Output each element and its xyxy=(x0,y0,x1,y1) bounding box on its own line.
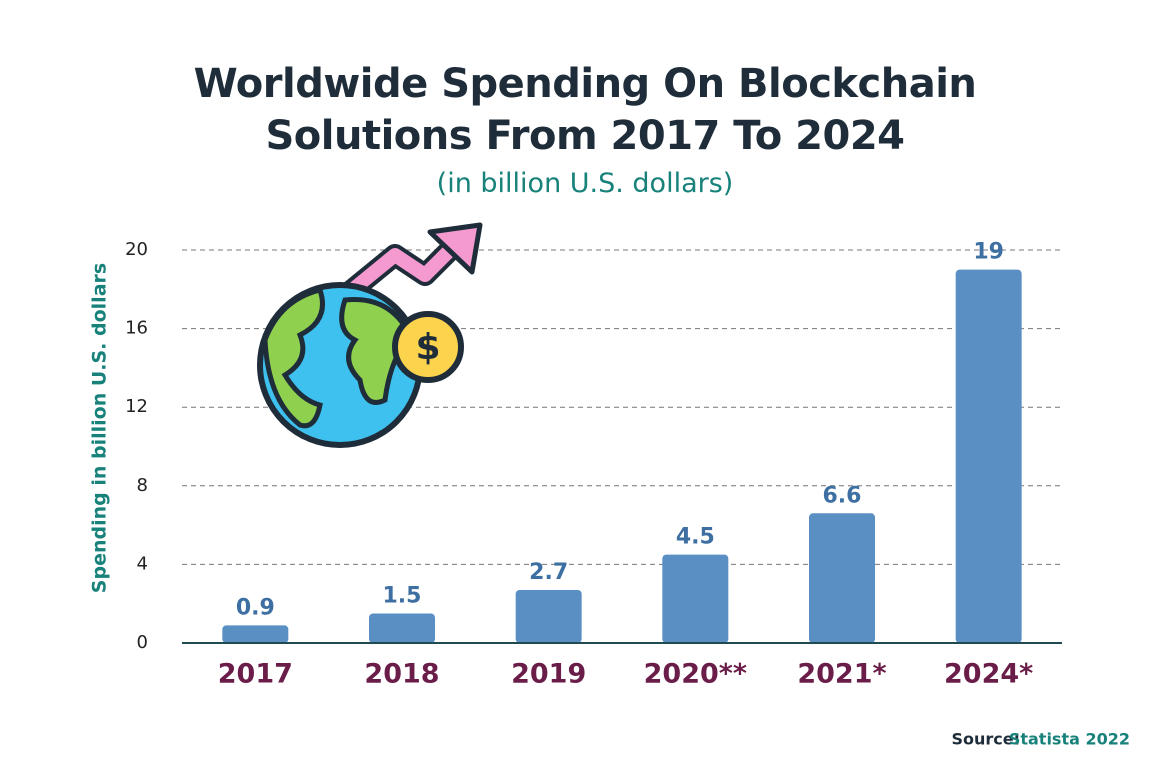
bar xyxy=(369,613,435,643)
chart-title: Worldwide Spending On Blockchain Solutio… xyxy=(193,61,977,159)
value-label: 1.5 xyxy=(383,584,422,609)
bar xyxy=(955,269,1022,643)
value-label: 2.7 xyxy=(529,560,568,585)
y-tick-label: 20 xyxy=(125,239,148,260)
value-label: 0.9 xyxy=(236,595,275,620)
source-label: Source: xyxy=(951,730,1020,749)
y-tick-label: 12 xyxy=(125,396,148,417)
y-axis-label: Spending in billion U.S. dollars xyxy=(89,263,111,593)
chart-subtitle: (in billion U.S. dollars) xyxy=(436,168,734,199)
value-label: 19 xyxy=(973,240,1004,265)
x-tick-label: 2024* xyxy=(944,659,1033,690)
source-name: Statista 2022 xyxy=(1009,730,1130,749)
y-tick-label: 4 xyxy=(137,553,148,574)
x-tick-label: 2017 xyxy=(218,659,293,690)
x-tick-label: 2020** xyxy=(644,659,747,690)
y-tick-label: 8 xyxy=(137,475,148,496)
globe-icon: $ xyxy=(257,222,483,448)
x-tick-label: 2018 xyxy=(364,659,439,690)
bar xyxy=(809,513,875,643)
y-tick-label: 16 xyxy=(125,318,148,339)
x-tick-label: 2021* xyxy=(797,659,886,690)
svg-text:$: $ xyxy=(415,327,440,368)
x-tick-label: 2019 xyxy=(511,659,586,690)
bar xyxy=(662,554,729,643)
bar xyxy=(515,589,582,643)
value-label: 6.6 xyxy=(823,483,862,508)
bar xyxy=(222,625,289,643)
value-label: 4.5 xyxy=(676,525,715,550)
y-tick-label: 0 xyxy=(137,632,148,653)
plot: 0 4 8 12 16 20 0.9 2017 1.5 2018 2.7 2019 4.5 2020** 6… xyxy=(125,239,1062,690)
